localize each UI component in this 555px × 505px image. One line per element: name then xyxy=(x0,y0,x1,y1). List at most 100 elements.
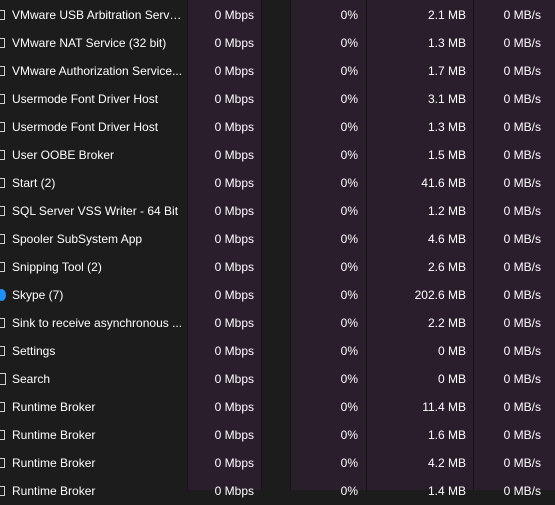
disk-value: 0 MB/s xyxy=(503,400,541,414)
table-row[interactable]: Runtime Broker 0 Mbps 0% 1.6 MB 0 MB/s xyxy=(0,421,555,449)
process-name-cell[interactable]: Snipping Tool (2) xyxy=(0,253,187,281)
process-name-cell[interactable]: Runtime Broker xyxy=(0,449,187,477)
column-divider xyxy=(366,0,367,490)
cpu-value: 0% xyxy=(340,372,358,386)
service-window-icon xyxy=(0,346,5,356)
process-name-cell[interactable]: Search xyxy=(0,365,187,393)
printer-icon xyxy=(0,234,5,244)
memory-value: 4.2 MB xyxy=(427,456,466,470)
memory-value: 202.6 MB xyxy=(414,288,466,302)
process-name-cell[interactable]: SQL Server VSS Writer - 64 Bit xyxy=(0,197,187,225)
process-name: Search xyxy=(12,372,51,386)
table-row[interactable]: Runtime Broker 0 Mbps 0% 1.4 MB 0 MB/s xyxy=(0,477,555,505)
process-name: VMware NAT Service (32 bit) xyxy=(12,36,167,50)
process-name-cell[interactable]: Runtime Broker xyxy=(0,393,187,421)
process-name-cell[interactable]: VMware NAT Service (32 bit) xyxy=(0,29,187,57)
process-name: User OOBE Broker xyxy=(12,148,115,162)
table-row[interactable]: SQL Server VSS Writer - 64 Bit 0 Mbps 0% 1.… xyxy=(0,197,555,225)
process-name-cell[interactable]: Runtime Broker xyxy=(0,477,187,505)
table-row[interactable]: Runtime Broker 0 Mbps 0% 11.4 MB 0 MB/s xyxy=(0,393,555,421)
cpu-column-background xyxy=(290,0,366,490)
cpu-value: 0% xyxy=(340,456,358,470)
memory-value: 0 MB xyxy=(437,372,466,386)
network-value: 0 Mbps xyxy=(214,36,254,50)
memory-value: 1.6 MB xyxy=(427,428,466,442)
cpu-value: 0% xyxy=(340,92,358,106)
process-name-cell[interactable]: Start (2) xyxy=(0,169,187,197)
process-name-cell[interactable]: Runtime Broker xyxy=(0,421,187,449)
cpu-value: 0% xyxy=(340,204,358,218)
process-name-cell[interactable]: User OOBE Broker xyxy=(0,141,187,169)
cpu-value: 0% xyxy=(340,120,358,134)
process-name: Spooler SubSystem App xyxy=(12,232,143,246)
network-value: 0 Mbps xyxy=(214,204,254,218)
table-row[interactable]: Sink to receive asynchronous ... 0 Mbps 0%… xyxy=(0,309,555,337)
network-value: 0 Mbps xyxy=(214,148,254,162)
network-value: 0 Mbps xyxy=(214,484,254,498)
table-row[interactable]: Usermode Font Driver Host 0 Mbps 0% 3.1 MB 0… xyxy=(0,85,555,113)
process-name-cell[interactable]: Settings xyxy=(0,337,187,365)
process-name: Runtime Broker xyxy=(12,456,96,470)
network-value: 0 Mbps xyxy=(214,232,254,246)
process-name: Runtime Broker xyxy=(12,484,96,498)
table-row[interactable]: Search 0 Mbps 0% 0 MB 0 MB/s xyxy=(0,365,555,393)
cpu-value: 0% xyxy=(340,400,358,414)
table-row[interactable]: Usermode Font Driver Host 0 Mbps 0% 1.3 MB 0… xyxy=(0,113,555,141)
memory-value: 1.5 MB xyxy=(427,148,466,162)
cpu-value: 0% xyxy=(340,316,358,330)
memory-value: 3.1 MB xyxy=(427,92,466,106)
process-name: VMware Authorization Service... xyxy=(12,64,183,78)
column-gap-background xyxy=(261,0,290,490)
table-row[interactable]: VMware USB Arbitration Service 0 Mbps 0% 2.… xyxy=(0,1,555,29)
table-row[interactable]: Start (2) 0 Mbps 0% 41.6 MB 0 MB/s xyxy=(0,169,555,197)
process-name: Settings xyxy=(12,344,56,358)
memory-value: 2.6 MB xyxy=(427,260,466,274)
column-divider xyxy=(187,0,188,490)
cpu-value: 0% xyxy=(340,344,358,358)
process-name: Snipping Tool (2) xyxy=(12,260,102,274)
table-row[interactable]: Runtime Broker 0 Mbps 0% 4.2 MB 0 MB/s xyxy=(0,449,555,477)
table-row[interactable]: VMware Authorization Service... 0 Mbps 0% 1… xyxy=(0,57,555,85)
cpu-value: 0% xyxy=(340,484,358,498)
cpu-value: 0% xyxy=(340,260,358,274)
table-row[interactable]: VMware NAT Service (32 bit) 0 Mbps 0% 1.3 M… xyxy=(0,29,555,57)
disk-value: 0 MB/s xyxy=(503,372,541,386)
table-row[interactable]: Snipping Tool (2) 0 Mbps 0% 2.6 MB 0 MB/s xyxy=(0,253,555,281)
column-divider xyxy=(290,0,291,490)
service-window-icon xyxy=(0,178,5,188)
service-window-icon xyxy=(0,38,5,48)
process-name: Usermode Font Driver Host xyxy=(12,120,159,134)
disk-column-background xyxy=(473,0,555,490)
disk-value: 0 MB/s xyxy=(503,64,541,78)
process-name: Start (2) xyxy=(12,176,56,190)
memory-value: 1.3 MB xyxy=(427,120,466,134)
table-row[interactable]: Settings 0 Mbps 0% 0 MB 0 MB/s xyxy=(0,337,555,365)
memory-value: 41.6 MB xyxy=(421,176,466,190)
table-row[interactable]: Spooler SubSystem App 0 Mbps 0% 4.6 MB 0 MB/… xyxy=(0,225,555,253)
process-name: Usermode Font Driver Host xyxy=(12,92,159,106)
disk-value: 0 MB/s xyxy=(503,316,541,330)
table-row[interactable]: Skype (7) 0 Mbps 0% 202.6 MB 0 MB/s xyxy=(0,281,555,309)
disk-value: 0 MB/s xyxy=(503,456,541,470)
network-value: 0 Mbps xyxy=(214,92,254,106)
process-name: SQL Server VSS Writer - 64 Bit xyxy=(12,204,179,218)
cpu-value: 0% xyxy=(340,232,358,246)
process-name-cell[interactable]: VMware USB Arbitration Service xyxy=(0,1,187,29)
disk-value: 0 MB/s xyxy=(503,148,541,162)
table-row[interactable]: User OOBE Broker 0 Mbps 0% 1.5 MB 0 MB/s xyxy=(0,141,555,169)
search-icon xyxy=(0,373,6,385)
process-name: Runtime Broker xyxy=(12,400,96,414)
network-value: 0 Mbps xyxy=(214,428,254,442)
process-name-cell[interactable]: Usermode Font Driver Host xyxy=(0,85,187,113)
network-value: 0 Mbps xyxy=(214,260,254,274)
service-window-icon xyxy=(0,10,5,20)
process-name-cell[interactable]: VMware Authorization Service... xyxy=(0,57,187,85)
process-name-cell[interactable]: Skype (7) xyxy=(0,281,187,309)
process-name-cell[interactable]: Spooler SubSystem App xyxy=(0,225,187,253)
disk-value: 0 MB/s xyxy=(503,120,541,134)
memory-value: 4.6 MB xyxy=(427,232,466,246)
service-window-icon xyxy=(0,318,5,328)
disk-value: 0 MB/s xyxy=(503,232,541,246)
process-name-cell[interactable]: Usermode Font Driver Host xyxy=(0,113,187,141)
process-name-cell[interactable]: Sink to receive asynchronous ... xyxy=(0,309,187,337)
